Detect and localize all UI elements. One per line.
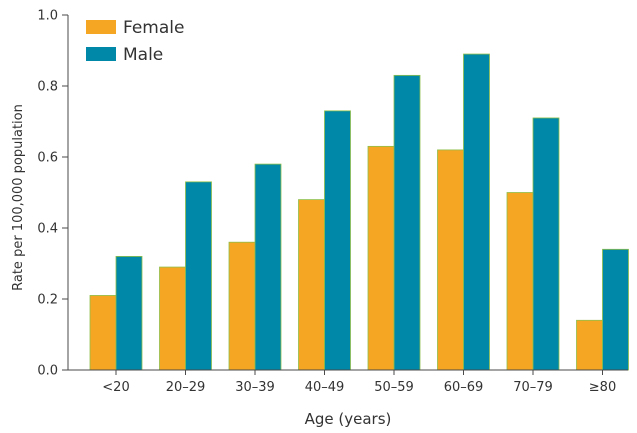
y-tick-label: 0.2 <box>37 293 58 308</box>
y-ticks: 0.0 0.2 0.4 0.6 0.8 1.0 <box>37 9 68 379</box>
x-tick-label: 60–69 <box>444 380 484 395</box>
bar-male-3 <box>324 110 351 371</box>
x-tick-label: 20–29 <box>166 380 206 395</box>
x-tick-label: <20 <box>102 380 129 395</box>
bar-female-0 <box>89 295 117 371</box>
legend-label-male: Male <box>123 45 163 65</box>
bars-group <box>89 53 629 371</box>
x-tick-label: 30–39 <box>235 380 275 395</box>
legend-swatch-female <box>86 20 116 34</box>
bar-female-4 <box>367 145 395 371</box>
bar-female-1 <box>159 266 186 371</box>
bar-male-4 <box>393 74 421 371</box>
x-axis-label: Age (years) <box>305 410 392 428</box>
y-tick-label: 0.6 <box>37 151 58 166</box>
bar-female-7 <box>576 319 603 371</box>
bar-female-6 <box>506 192 534 371</box>
legend: Female Male <box>86 18 184 65</box>
legend-swatch-male <box>86 47 116 61</box>
bar-female-3 <box>298 199 325 371</box>
bar-male-6 <box>532 117 560 371</box>
x-tick-label: 40–49 <box>305 380 345 395</box>
y-tick-label: 0.8 <box>37 80 58 95</box>
bar-male-1 <box>185 181 212 371</box>
legend-label-female: Female <box>123 18 184 38</box>
y-tick-label: 1.0 <box>37 9 58 24</box>
bar-female-5 <box>437 149 464 371</box>
bar-female-2 <box>228 241 256 371</box>
y-axis-label: Rate per 100,000 population <box>11 104 26 291</box>
x-tick-label: 50–59 <box>374 380 414 395</box>
y-tick-label: 0.4 <box>37 222 58 237</box>
bar-male-0 <box>115 255 143 371</box>
bar-male-7 <box>602 248 629 371</box>
y-tick-label: 0.0 <box>37 364 58 379</box>
x-tick-label: 70–79 <box>513 380 553 395</box>
bar-male-5 <box>463 53 490 371</box>
bar-male-2 <box>254 163 282 371</box>
x-tick-label: ≥80 <box>589 380 616 395</box>
x-ticks: <20 20–29 30–39 40–49 50–59 60–69 70–79 ≥80 <box>102 370 616 395</box>
